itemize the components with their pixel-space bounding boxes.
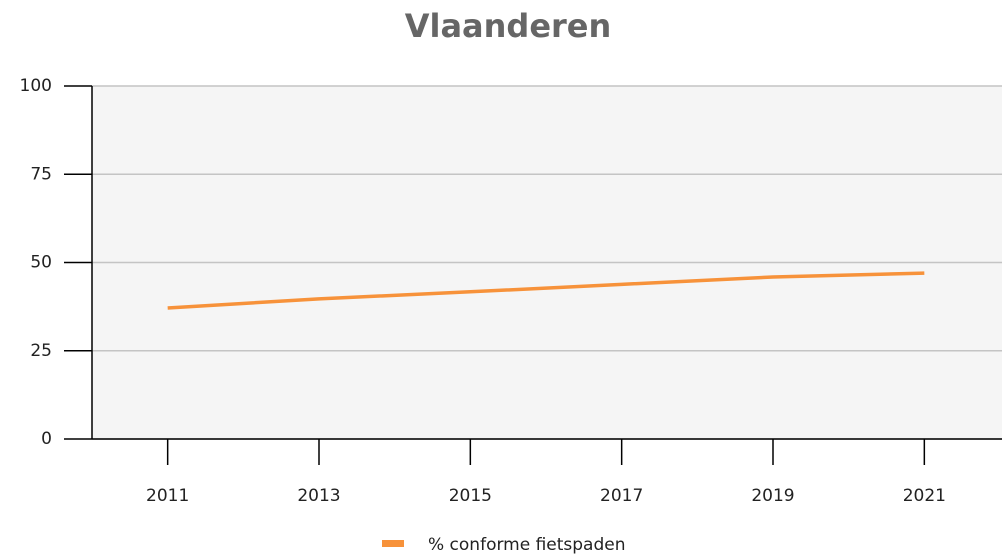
y-tick-label: 25 xyxy=(30,341,52,361)
x-tick-label: 2011 xyxy=(146,486,189,506)
legend-swatch xyxy=(382,540,404,547)
legend-label: % conforme fietspaden xyxy=(428,535,626,555)
x-tick-label: 2013 xyxy=(297,486,340,506)
x-tick-label: 2015 xyxy=(449,486,492,506)
y-tick-label: 75 xyxy=(30,164,52,184)
x-tick-label: 2021 xyxy=(903,486,946,506)
x-tick-label: 2019 xyxy=(751,486,794,506)
y-tick-label: 50 xyxy=(30,253,52,273)
y-tick-label: 0 xyxy=(41,429,52,449)
chart-title: Vlaanderen xyxy=(405,7,612,45)
y-tick-label: 100 xyxy=(20,76,52,96)
line-series xyxy=(167,271,925,310)
x-tick-label: 2017 xyxy=(600,486,643,506)
